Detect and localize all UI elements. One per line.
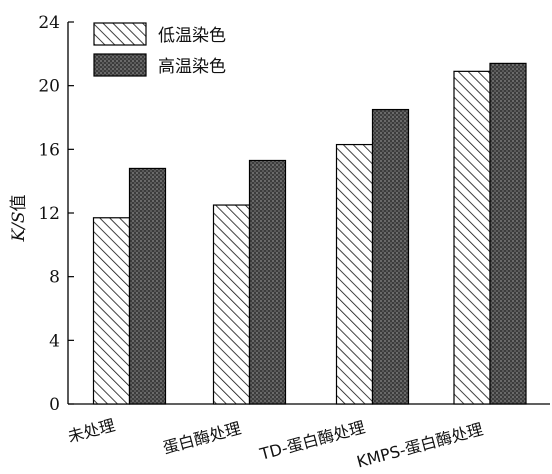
y-tick-label: 20 — [38, 77, 60, 97]
legend-item-low-temp: 低温染色 — [93, 22, 226, 46]
y-axis-label-suffix: 值 — [9, 194, 29, 211]
y-tick-label: 8 — [49, 268, 60, 288]
y-axis-label-italic: K/S — [9, 211, 29, 242]
svg-text:K/S值: K/S值 — [9, 194, 29, 242]
bar-high-temp-0 — [128, 167, 167, 405]
y-tick-label: 0 — [49, 395, 60, 415]
y-tick-label: 16 — [38, 140, 60, 160]
bar-high-temp-2 — [371, 108, 410, 405]
bar-low-temp-2 — [335, 143, 374, 405]
legend-label-low-temp: 低温染色 — [158, 26, 226, 46]
bar-low-temp-3 — [453, 70, 491, 405]
bar-high-temp-1 — [248, 159, 287, 405]
x-category-label-1: 蛋白酶处理 — [161, 419, 243, 458]
bar-series-group — [92, 62, 527, 405]
y-axis-ticks: 0 4 8 12 16 20 24 — [38, 13, 74, 415]
legend: 低温染色 高温染色 — [93, 22, 226, 77]
legend-item-high-temp: 高温染色 — [93, 53, 226, 77]
x-category-label-0: 未处理 — [66, 416, 117, 447]
y-tick-label: 12 — [38, 204, 60, 224]
legend-label-high-temp: 高温染色 — [158, 57, 226, 77]
bar-low-temp-0 — [92, 217, 131, 405]
x-category-label-2: TD-蛋白酶处理 — [257, 418, 367, 465]
bar-high-temp-3 — [489, 62, 527, 405]
y-tick-label: 4 — [49, 331, 60, 351]
y-tick-label: 24 — [38, 13, 60, 33]
legend-swatch-low-temp — [93, 22, 147, 46]
legend-swatch-high-temp — [93, 53, 147, 77]
bar-low-temp-1 — [212, 204, 251, 405]
y-axis-label: K/S值 — [9, 194, 29, 242]
x-category-label-3: KMPS-蛋白酶处理 — [355, 420, 485, 472]
